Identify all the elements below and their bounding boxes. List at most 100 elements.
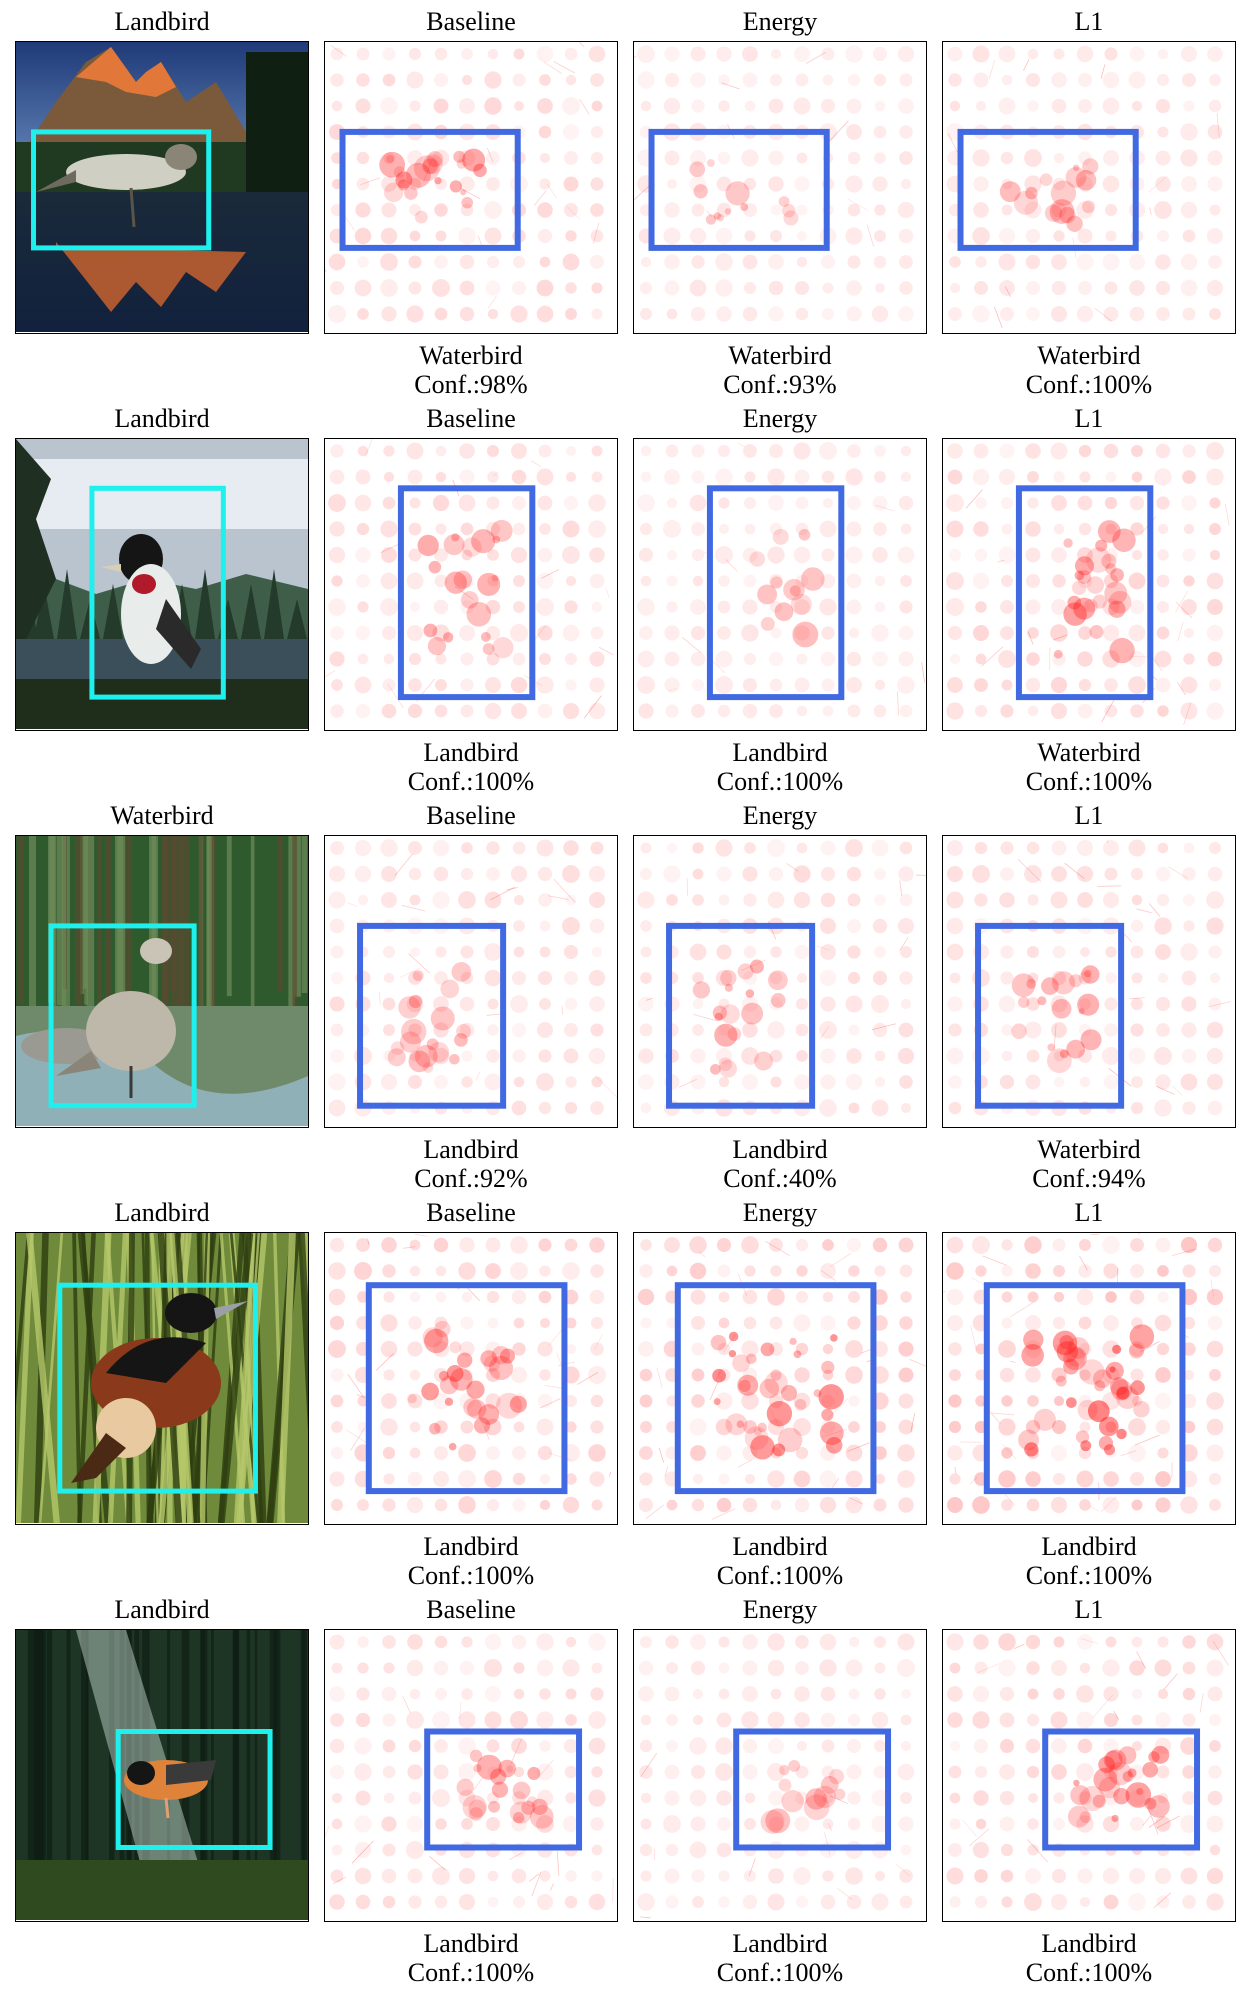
- saliency-cell-l1: L1 Landbird Conf.:100%: [941, 1596, 1237, 1991]
- method-title: L1: [1074, 1595, 1104, 1624]
- object-bounding-box: [733, 1728, 892, 1851]
- saliency-heatmap: [633, 835, 927, 1128]
- input-image-render: [16, 1630, 308, 1920]
- saliency-cell-energy: Energy Landbird Conf.:100%: [632, 1199, 928, 1594]
- heatmap-render: [943, 1233, 1235, 1523]
- predicted-class: Landbird: [423, 738, 519, 767]
- prediction-caption: Waterbird Conf.:93%: [632, 341, 928, 399]
- prediction-caption: Landbird Conf.:100%: [941, 1532, 1237, 1590]
- heatmap-render: [634, 439, 926, 729]
- object-bounding-box: [1042, 1728, 1201, 1851]
- saliency-heatmap: [942, 438, 1236, 731]
- input-image: [15, 41, 309, 334]
- prediction-confidence: Conf.:100%: [716, 1958, 844, 1987]
- prediction-caption: Landbird Conf.:100%: [632, 1929, 928, 1987]
- prediction-confidence: Conf.:40%: [723, 1164, 837, 1193]
- prediction-confidence: Conf.:100%: [407, 767, 535, 796]
- predicted-class: Waterbird: [1037, 341, 1141, 370]
- input-image: [15, 1232, 309, 1525]
- ground-truth-label: Landbird: [114, 1595, 210, 1624]
- input-image: [15, 1629, 309, 1922]
- prediction-confidence: Conf.:100%: [1025, 370, 1153, 399]
- prediction-confidence: Conf.:98%: [414, 370, 528, 399]
- scene-mountain-lake: [16, 42, 308, 332]
- prediction-confidence: Conf.:100%: [407, 1958, 535, 1987]
- predicted-class: Landbird: [732, 738, 828, 767]
- saliency-heatmap: [324, 41, 618, 334]
- prediction-confidence: Conf.:93%: [723, 370, 837, 399]
- object-bounding-box: [57, 1282, 258, 1494]
- prediction-confidence: Conf.:100%: [407, 1561, 535, 1590]
- input-image-cell: Landbird: [14, 1596, 310, 1986]
- prediction-confidence: Conf.:100%: [716, 1561, 844, 1590]
- predicted-class: Waterbird: [419, 341, 523, 370]
- object-bounding-box: [339, 128, 521, 251]
- scene-lake-forest: [16, 439, 308, 729]
- saliency-cell-baseline: Baseline Landbird Conf.:100%: [323, 1199, 619, 1594]
- predicted-class: Landbird: [732, 1929, 828, 1958]
- predicted-class: Landbird: [1041, 1929, 1137, 1958]
- saliency-heatmap: [942, 41, 1236, 334]
- method-title: Baseline: [426, 801, 516, 830]
- heatmap-render: [325, 836, 617, 1126]
- predicted-class: Landbird: [732, 1135, 828, 1164]
- saliency-heatmap: [324, 835, 618, 1128]
- predicted-class: Landbird: [423, 1532, 519, 1561]
- object-bounding-box: [1015, 485, 1154, 701]
- saliency-heatmap: [942, 835, 1236, 1128]
- predicted-class: Waterbird: [1037, 1135, 1141, 1164]
- saliency-heatmap: [633, 1232, 927, 1525]
- prediction-caption: Landbird Conf.:100%: [941, 1929, 1237, 1987]
- saliency-cell-l1: L1 Landbird Conf.:100%: [941, 1199, 1237, 1594]
- object-bounding-box: [666, 922, 816, 1109]
- input-image-render: [16, 836, 308, 1126]
- method-title: L1: [1074, 404, 1104, 433]
- method-title: Baseline: [426, 7, 516, 36]
- input-image: [15, 438, 309, 731]
- object-bounding-box: [365, 1282, 568, 1495]
- saliency-cell-l1: L1 Waterbird Conf.:100%: [941, 8, 1237, 403]
- method-title: Energy: [742, 801, 818, 830]
- saliency-heatmap: [324, 1232, 618, 1525]
- prediction-confidence: Conf.:92%: [414, 1164, 528, 1193]
- input-image-render: [16, 439, 308, 729]
- method-title: L1: [1074, 1198, 1104, 1227]
- object-bounding-box: [648, 128, 830, 251]
- prediction-caption: Waterbird Conf.:98%: [323, 341, 619, 399]
- method-title: Energy: [742, 1198, 818, 1227]
- predicted-class: Landbird: [732, 1532, 828, 1561]
- heatmap-render: [325, 1233, 617, 1523]
- object-bounding-box: [983, 1282, 1186, 1495]
- prediction-caption: Landbird Conf.:100%: [323, 1532, 619, 1590]
- input-image-cell: Landbird: [14, 405, 310, 795]
- saliency-heatmap: [942, 1629, 1236, 1922]
- heatmap-render: [634, 836, 926, 1126]
- input-image-render: [16, 42, 308, 332]
- object-bounding-box: [424, 1728, 583, 1851]
- ground-truth-label: Waterbird: [110, 801, 214, 830]
- predicted-class: Landbird: [1041, 1532, 1137, 1561]
- prediction-caption: Waterbird Conf.:94%: [941, 1135, 1237, 1193]
- ground-truth-label: Landbird: [114, 1198, 210, 1227]
- saliency-cell-energy: Energy Landbird Conf.:100%: [632, 405, 928, 800]
- heatmap-render: [325, 439, 617, 729]
- scene-bamboo: [16, 1233, 308, 1523]
- heatmap-render: [325, 42, 617, 332]
- scene-sunlit-forest: [16, 1630, 308, 1920]
- prediction-confidence: Conf.:100%: [1025, 1958, 1153, 1987]
- saliency-cell-baseline: Baseline Landbird Conf.:100%: [323, 405, 619, 800]
- prediction-confidence: Conf.:100%: [1025, 1561, 1153, 1590]
- saliency-cell-baseline: Baseline Landbird Conf.:92%: [323, 802, 619, 1197]
- method-title: Energy: [742, 1595, 818, 1624]
- object-bounding-box: [706, 485, 845, 701]
- predicted-class: Landbird: [423, 1929, 519, 1958]
- prediction-caption: Landbird Conf.:100%: [323, 1929, 619, 1987]
- object-bounding-box: [957, 128, 1139, 251]
- method-title: Energy: [742, 7, 818, 36]
- input-image-cell: Landbird: [14, 8, 310, 398]
- prediction-confidence: Conf.:94%: [1032, 1164, 1146, 1193]
- prediction-caption: Landbird Conf.:40%: [632, 1135, 928, 1193]
- heatmap-render: [943, 836, 1235, 1126]
- heatmap-render: [634, 1630, 926, 1920]
- scene-forest-stream: [16, 836, 308, 1126]
